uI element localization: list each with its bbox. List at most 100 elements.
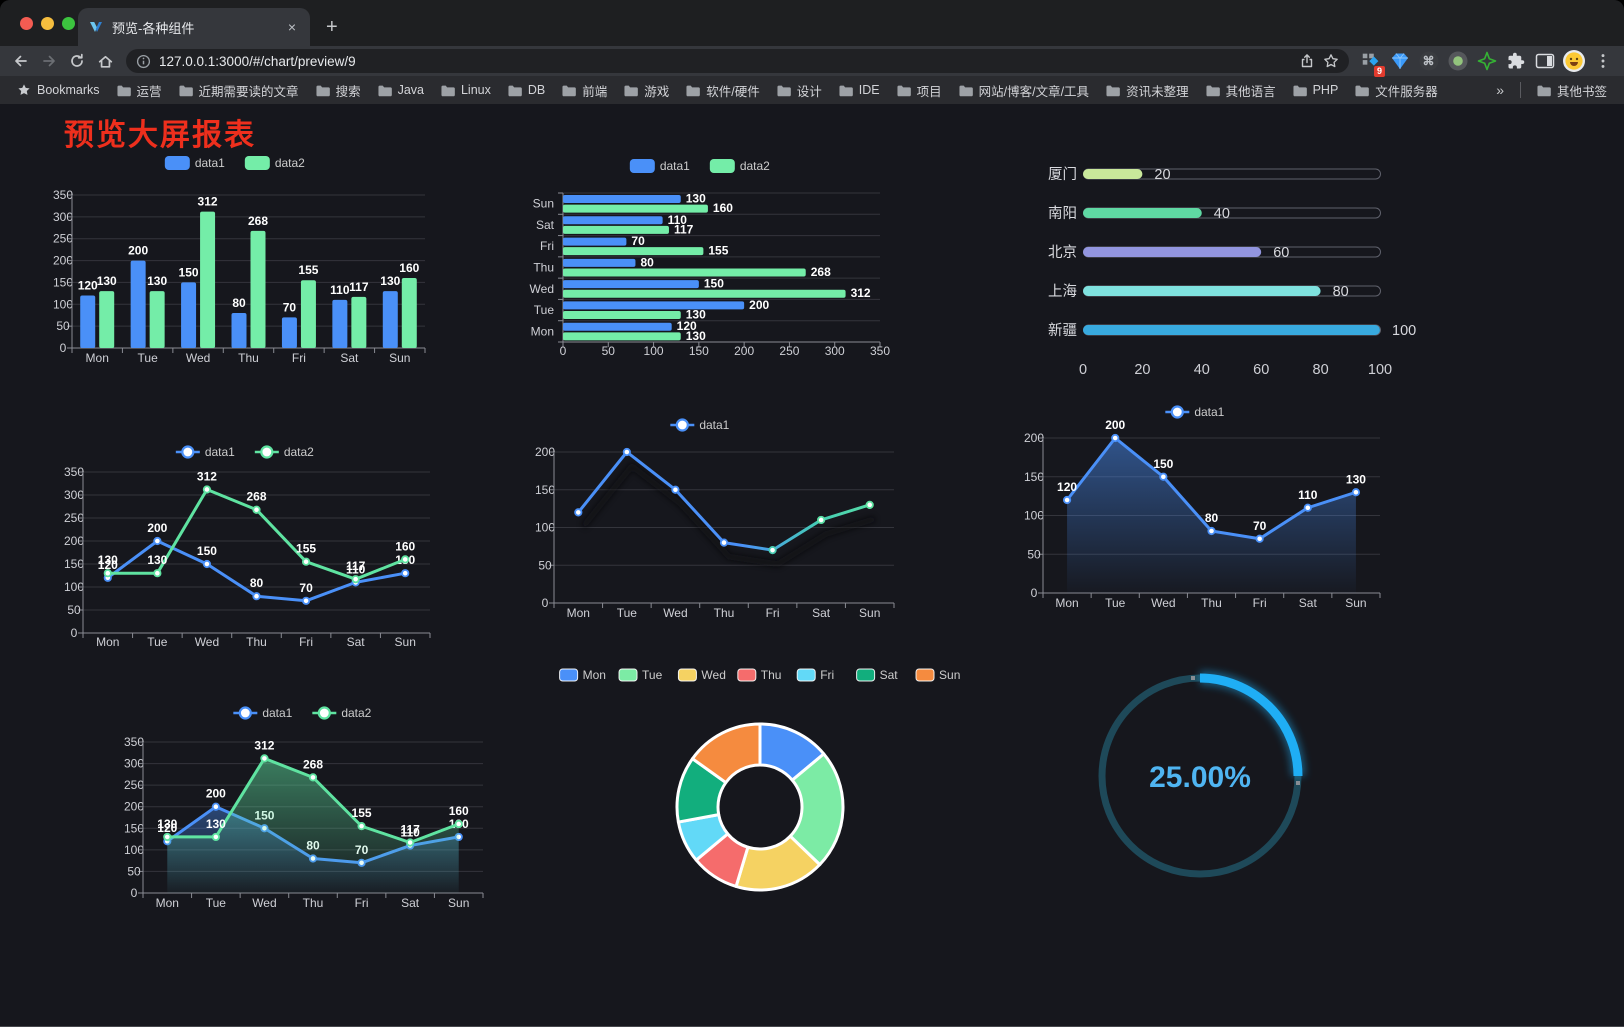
chart-capsule-bars: 厦门 20 南阳 40 北京 60 上海 80 新疆 100 0 20 40 60 80 100 (1000, 155, 1430, 390)
browser-menu-icon[interactable] (1589, 48, 1616, 75)
svg-text:150: 150 (124, 821, 144, 835)
bookmark-item[interactable]: 文件服务器 (1347, 78, 1445, 103)
svg-text:160: 160 (395, 539, 415, 553)
svg-text:Tue: Tue (534, 303, 555, 317)
url-bar[interactable]: 127.0.0.1:3000/#/chart/preview/9 (126, 49, 1349, 73)
folder-icon (624, 85, 639, 96)
svg-text:150: 150 (197, 544, 217, 558)
svg-text:160: 160 (449, 804, 469, 818)
svg-text:150: 150 (689, 344, 709, 358)
home-button[interactable] (92, 48, 118, 74)
titlebar: 预览-各种组件 × + (0, 0, 1624, 46)
svg-text:155: 155 (352, 806, 372, 820)
back-button[interactable] (8, 48, 34, 74)
svg-text:0: 0 (542, 596, 549, 610)
svg-text:300: 300 (53, 210, 73, 224)
bookmark-item[interactable]: Java (370, 80, 431, 100)
svg-text:data1: data1 (195, 156, 225, 170)
svg-text:60: 60 (1273, 245, 1289, 261)
chart-svg-gauge: 25.00% (1098, 671, 1305, 878)
svg-text:120: 120 (98, 558, 118, 572)
svg-text:350: 350 (53, 188, 73, 202)
extension-grid-diamond-icon[interactable]: 9 (1357, 48, 1385, 77)
svg-text:Mon: Mon (156, 896, 179, 910)
bookmark-item[interactable]: 设计 (769, 78, 829, 103)
svg-text:Wed: Wed (663, 606, 687, 620)
svg-text:Mon: Mon (96, 635, 119, 649)
site-info-icon[interactable] (136, 54, 151, 69)
svg-text:100: 100 (644, 344, 664, 358)
bookmark-item[interactable]: IDE (831, 80, 887, 100)
new-tab-button[interactable]: + (326, 16, 338, 38)
bookmark-item[interactable]: 网站/博客/文章/工具 (951, 78, 1096, 103)
browser-tab[interactable]: 预览-各种组件 × (78, 8, 310, 46)
folder-icon (508, 85, 522, 96)
folder-icon (839, 85, 853, 96)
svg-text:155: 155 (708, 244, 728, 258)
svg-text:70: 70 (299, 581, 313, 595)
extension-command-icon[interactable]: ⌘ (1415, 48, 1442, 75)
svg-text:Fri: Fri (355, 896, 369, 910)
zoom-window-button[interactable] (62, 17, 75, 30)
svg-text:117: 117 (674, 222, 694, 236)
folder-icon (1206, 85, 1220, 96)
reload-button[interactable] (64, 48, 90, 74)
folder-icon (777, 85, 791, 96)
svg-text:200: 200 (53, 254, 73, 268)
folder-icon (1355, 85, 1370, 96)
bookmark-item[interactable]: 项目 (889, 78, 949, 103)
bookmark-star-icon[interactable] (1323, 53, 1339, 69)
chart-legend: data1 (670, 418, 730, 432)
extensions-puzzle-icon[interactable] (1502, 48, 1529, 75)
bookmarks-bar: Bookmarks 运营 近期需要读的文章 搜索 Java Linux DB 前端 游戏 软件/… (0, 76, 1624, 104)
chart-line-area-double: 0 50 100 150 200 250 300 350 Mon Tue Wed Thu Fri Sat S… (105, 700, 500, 922)
bookmark-label: 运营 (136, 84, 162, 99)
chart-bar-vertical: 0 50 100 150 200 250 300 350 Mon Tue Wed Thu Fri Sat S… (35, 150, 435, 378)
chart-line-double: 0 50 100 150 200 250 300 350 Mon Tue Wed Thu Fri Sat S… (45, 437, 445, 655)
profile-avatar[interactable] (1560, 48, 1587, 75)
bookmark-item[interactable]: 搜索 (308, 78, 368, 103)
bookmark-item[interactable]: Linux (433, 80, 498, 100)
close-window-button[interactable] (20, 17, 33, 30)
svg-text:110: 110 (668, 213, 688, 227)
svg-text:120: 120 (157, 821, 177, 835)
bookmark-label: 前端 (582, 84, 608, 99)
bookmark-item[interactable]: 资讯未整理 (1098, 78, 1196, 103)
extension-record-icon[interactable] (1444, 48, 1471, 75)
bookmark-item[interactable]: PHP (1285, 80, 1346, 100)
bookmark-item[interactable]: 其他语言 (1198, 78, 1283, 103)
svg-text:Tue: Tue (617, 606, 638, 620)
svg-text:Thu: Thu (761, 668, 782, 682)
share-icon[interactable] (1299, 53, 1315, 69)
bookmarks-manager-item[interactable]: Bookmarks (10, 80, 107, 100)
svg-text:Tue: Tue (642, 668, 663, 682)
url-text[interactable]: 127.0.0.1:3000/#/chart/preview/9 (159, 53, 356, 69)
folder-icon (1293, 85, 1307, 96)
bookmark-item[interactable]: 游戏 (616, 78, 676, 103)
command-glyph: ⌘ (1422, 54, 1435, 68)
extension-gem-icon[interactable] (1386, 48, 1413, 75)
svg-text:25.00%: 25.00% (1149, 761, 1251, 794)
other-bookmarks-item[interactable]: 其他书签 (1529, 78, 1614, 103)
bookmark-item[interactable]: 近期需要读的文章 (171, 78, 306, 103)
side-panel-icon[interactable] (1531, 48, 1558, 75)
bookmark-item[interactable]: DB (500, 80, 552, 100)
extension-green-star-icon[interactable] (1473, 48, 1500, 75)
svg-text:Sat: Sat (880, 668, 899, 682)
svg-text:Fri: Fri (766, 606, 780, 620)
bookmark-label: 项目 (916, 84, 942, 99)
bookmark-item[interactable]: 前端 (554, 78, 614, 103)
svg-text:Sat: Sat (812, 606, 831, 620)
svg-text:data2: data2 (740, 159, 770, 173)
svg-text:200: 200 (734, 344, 754, 358)
bookmark-item[interactable]: 运营 (109, 78, 169, 103)
svg-text:150: 150 (1153, 457, 1173, 471)
bookmark-item[interactable]: 软件/硬件 (678, 78, 766, 103)
minimize-window-button[interactable] (41, 17, 54, 30)
bookmarks-overflow-chevron[interactable]: » (1496, 82, 1504, 98)
tab-close-icon[interactable]: × (287, 19, 297, 35)
page-title: 预览大屏报表 (64, 119, 256, 152)
forward-button[interactable] (36, 48, 62, 74)
chart-svg-line-double: 0 50 100 150 200 250 300 350 Mon Tue Wed Thu Fri Sat S… (64, 445, 431, 649)
